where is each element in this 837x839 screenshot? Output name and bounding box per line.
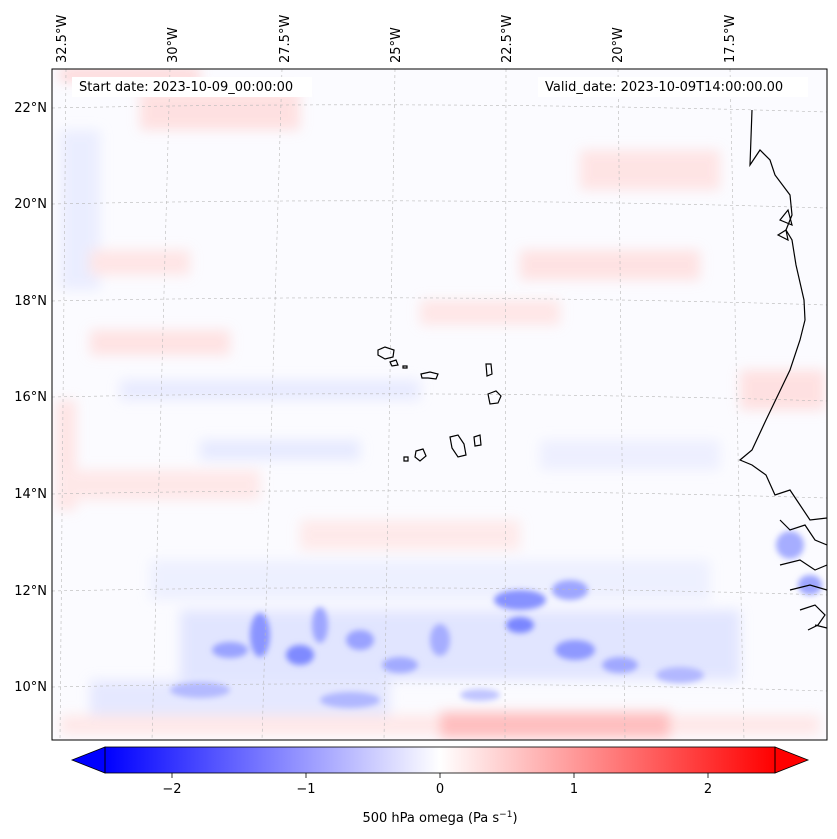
island-fogo (414, 448, 427, 462)
island-santo-antao (377, 346, 395, 360)
map-frame (51, 68, 828, 741)
lat-label: 12°N (14, 584, 47, 599)
lon-label: 32.5°W (55, 15, 70, 63)
island-sao-nicolau (420, 371, 439, 380)
africa-coastline (738, 109, 827, 521)
lat-label: 22°N (14, 101, 47, 116)
start-date-text: Start date: 2023-10-09_00:00:00 (79, 80, 293, 95)
island-santa-luzia (402, 365, 408, 369)
convective-cells (170, 531, 822, 708)
island-brava (403, 456, 409, 462)
lon-label: 30°W (166, 27, 181, 63)
valid-date-text: Valid_date: 2023-10-09T14:00:00.00 (545, 80, 783, 95)
colorbar: −2 −1 0 1 2 500 hPa omega (Pa s−1) (70, 746, 810, 826)
colorbar-gradient (105, 747, 775, 773)
colorbar-tick-label: 1 (570, 782, 578, 797)
lon-label: 22.5°W (500, 15, 515, 63)
island-sal (485, 363, 493, 377)
colorbar-label: 500 hPa omega (Pa s−1) (362, 810, 517, 826)
longitude-labels: 32.5°W 30°W 27.5°W 25°W 22.5°W 20°W 17.5… (55, 15, 738, 63)
colorbar-tick-label: −1 (296, 782, 315, 797)
colorbar-min-extend (70, 746, 106, 774)
island-santiago (449, 434, 467, 458)
colorbar-max-extend (774, 746, 810, 774)
island-sao-vicente (389, 359, 399, 367)
lon-label: 27.5°W (278, 15, 293, 63)
lat-label: 14°N (14, 487, 47, 502)
island-maio (473, 434, 482, 447)
start-date-box (72, 77, 312, 97)
lon-label: 17.5°W (723, 15, 738, 63)
gridlines (52, 69, 827, 740)
latitude-labels: 22°N 20°N 18°N 16°N 14°N 12°N 10°N (14, 101, 47, 695)
lat-label: 10°N (14, 680, 47, 695)
lat-label: 20°N (14, 197, 47, 212)
island-boa-vista (487, 390, 502, 405)
colorbar-tick-label: −2 (162, 782, 181, 797)
lon-label: 20°W (611, 27, 626, 63)
valid-date-box (538, 77, 808, 97)
lat-label: 16°N (14, 390, 47, 405)
map-panel: Start date: 2023-10-09_00:00:00 Valid_da… (52, 69, 827, 740)
lon-label: 25°W (389, 27, 404, 63)
lat-label: 18°N (14, 294, 47, 309)
coastlines (377, 109, 827, 631)
colorbar-tick-label: 2 (704, 782, 712, 797)
colorbar-ticks: −2 −1 0 1 2 (162, 773, 712, 797)
colorbar-tick-label: 0 (436, 782, 444, 797)
